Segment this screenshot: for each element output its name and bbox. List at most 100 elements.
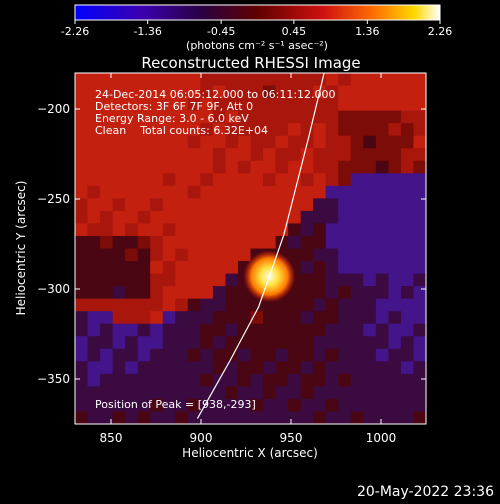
heatmap-cell [250, 386, 264, 400]
heatmap-cell [350, 160, 364, 174]
heatmap-cell [400, 110, 415, 124]
heatmap-cell [212, 98, 227, 112]
heatmap-cell [325, 361, 339, 375]
heatmap-cell [413, 98, 426, 112]
heatmap-cell [125, 361, 139, 375]
heatmap-cell [75, 336, 89, 350]
heatmap-cell [375, 273, 389, 287]
heatmap-cell [225, 323, 239, 337]
heatmap-cell [75, 348, 89, 362]
heatmap-cell [75, 386, 89, 400]
heatmap-cell [288, 298, 302, 312]
heatmap-cell [112, 348, 126, 362]
heatmap-cell [100, 110, 114, 124]
heatmap-cell [288, 173, 302, 187]
heatmap-cell [363, 386, 377, 400]
heatmap-cell [175, 336, 189, 350]
annotation-peak-position: Position of Peak = [938,-293] [95, 398, 256, 411]
heatmap-cell [325, 386, 339, 400]
heatmap-cell [263, 148, 277, 162]
heatmap-cell [150, 223, 164, 237]
heatmap-cell [150, 361, 164, 375]
heatmap-cell [125, 336, 139, 350]
heatmap-cell [388, 386, 402, 400]
heatmap-cell [388, 235, 402, 250]
heatmap-cell [400, 185, 415, 199]
heatmap-cell [400, 123, 415, 137]
heatmap-cell [250, 123, 264, 137]
heatmap-cell [338, 273, 352, 287]
heatmap-cell [250, 235, 264, 250]
heatmap-cell [338, 85, 352, 99]
heatmap-cell [187, 98, 201, 112]
heatmap-cell [137, 411, 151, 424]
colorbar-tick-label: 1.36 [355, 25, 380, 38]
heatmap-cell [375, 123, 389, 137]
heatmap-cell [250, 348, 264, 362]
heatmap-cell [263, 398, 277, 413]
heatmap-cell [413, 386, 426, 400]
heatmap-cell [313, 248, 327, 262]
heatmap-cell [100, 135, 114, 149]
heatmap-cell [175, 286, 189, 300]
heatmap-cell [400, 411, 415, 424]
heatmap-cell [325, 148, 339, 162]
heatmap-cell [200, 85, 214, 99]
heatmap-cell [162, 361, 176, 375]
heatmap-cell [162, 160, 176, 174]
heatmap-cell [87, 361, 101, 375]
heatmap-cell [162, 286, 176, 300]
heatmap-cell [237, 173, 252, 187]
chart-title: Reconstructed RHESSI Image [141, 54, 360, 72]
heatmap-cell [87, 411, 101, 424]
heatmap-cell [200, 323, 214, 337]
heatmap-cell [325, 223, 339, 237]
heatmap-cell [275, 361, 289, 375]
heatmap-cell [375, 323, 389, 337]
heatmap-cell [250, 361, 264, 375]
heatmap-cell [400, 261, 415, 275]
heatmap-cell [363, 298, 377, 312]
plot-frame [74, 72, 427, 425]
heatmap-cell [225, 411, 239, 424]
heatmap-cell [150, 198, 164, 212]
heatmap-cell [200, 198, 214, 212]
heatmap-cell [87, 348, 101, 362]
heatmap-cell [175, 85, 189, 99]
heatmap-cell [75, 110, 89, 124]
heatmap-cell [325, 273, 339, 287]
heatmap-cell [225, 348, 239, 362]
heatmap-cell [300, 286, 314, 300]
heatmap-cell [212, 323, 227, 337]
heatmap-cell [388, 373, 402, 387]
heatmap-cell [162, 110, 176, 124]
heatmap-cell [388, 85, 402, 99]
heatmap-cell [363, 173, 377, 187]
heatmap-cell [300, 185, 314, 199]
heatmap-cell [400, 135, 415, 149]
heatmap-cell [175, 98, 189, 112]
heatmap-cell [212, 123, 227, 137]
heatmap-cell [338, 298, 352, 312]
heatmap-cell [400, 85, 415, 99]
heatmap-cell [300, 411, 314, 424]
heatmap-cell [350, 323, 364, 337]
heatmap-cell [200, 98, 214, 112]
heatmap-cell [325, 398, 339, 413]
heatmap-cell [87, 85, 101, 99]
heatmap-cell [187, 135, 201, 149]
y-axis-ticks: −200 −250 −300 −350 [37, 102, 426, 386]
heatmap-cell [288, 398, 302, 413]
heatmap-cell [375, 261, 389, 275]
heatmap-cell [325, 210, 339, 225]
heatmap-cell [300, 160, 314, 174]
heatmap-cell [288, 235, 302, 250]
heatmap-cell [363, 223, 377, 237]
heatmap-cell [288, 73, 302, 87]
heatmap-cell [313, 361, 327, 375]
heatmap-cell [313, 98, 327, 112]
heatmap-cell [413, 123, 426, 137]
heatmap-cell [200, 248, 214, 262]
heatmap-cell [338, 348, 352, 362]
heatmap-cell [162, 210, 176, 225]
